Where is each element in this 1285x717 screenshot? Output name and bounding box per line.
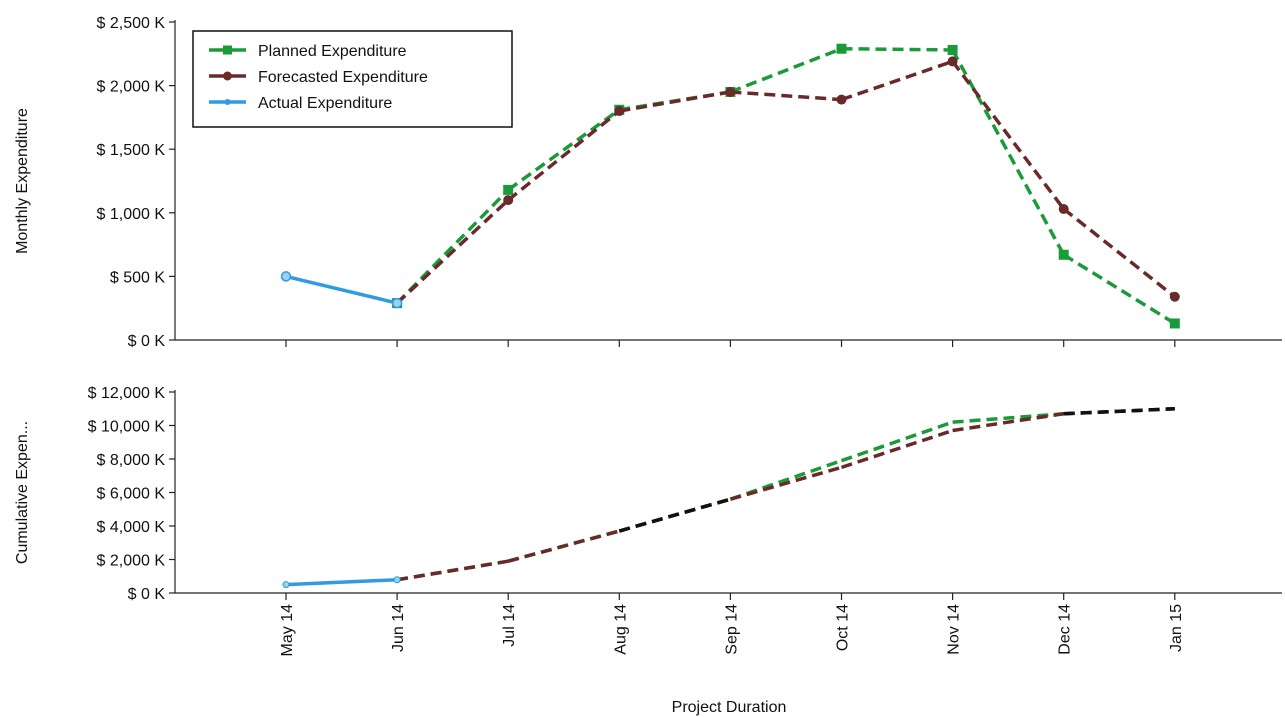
x-tick-label: Aug 14 <box>612 604 629 655</box>
y-tick-label: $ 0 K <box>128 586 166 603</box>
y-axis-title: Cumulative Expen... <box>14 421 31 564</box>
x-tick-label: Jun 14 <box>390 604 407 652</box>
series-segment <box>729 465 842 501</box>
x-tick-label: May 14 <box>279 604 296 657</box>
series-segment <box>729 47 843 94</box>
x-tick-label: Sep 14 <box>723 604 740 655</box>
series-segment <box>1062 207 1176 299</box>
legend-item: Actual Expenditure <box>209 95 392 112</box>
x-tick-label: Jul 14 <box>501 604 518 647</box>
y-tick-label: $ 8,000 K <box>97 452 166 469</box>
legend-label: Planned Expenditure <box>258 43 407 60</box>
y-tick-label: $ 500 K <box>110 269 165 286</box>
series-segment <box>840 59 954 102</box>
series-segment <box>507 529 620 563</box>
x-tick-label: Nov 14 <box>946 604 963 655</box>
series-segment <box>619 90 731 113</box>
monthly-expenditure-panel: $ 0 K $ 500 K $ 1,000 K $ 1,500 K $ 2,000 K $… <box>14 15 1282 350</box>
series-segment <box>1062 253 1176 325</box>
legend-item: Planned Expenditure <box>209 43 407 60</box>
series-segment <box>952 412 1064 433</box>
data-point <box>503 195 514 206</box>
legend-marker <box>224 99 231 105</box>
series-segment <box>396 559 509 582</box>
x-tick-label: Dec 14 <box>1057 604 1074 655</box>
y-tick-label: $ 2,500 K <box>97 15 166 32</box>
data-point <box>725 86 736 97</box>
data-point <box>393 576 401 584</box>
series-segment <box>951 49 1066 256</box>
series-segment <box>1063 407 1175 416</box>
series-segment <box>840 420 954 463</box>
y-tick-label: $ 2,000 K <box>97 553 166 570</box>
data-point <box>1169 318 1180 329</box>
x-axis-title: Project Duration <box>672 699 787 716</box>
y-tick-label: $ 1,000 K <box>97 206 166 223</box>
series-actual-expenditure <box>280 271 403 309</box>
legend-marker <box>223 45 232 55</box>
data-point <box>1169 291 1180 302</box>
y-tick-label: $ 12,000 K <box>88 385 166 402</box>
y-tick-label: $ 6,000 K <box>97 486 166 503</box>
data-point <box>503 184 514 195</box>
legend-item: Forecasted Expenditure <box>209 69 428 86</box>
shared-x-axis: May 14 Jun 14 Jul 14 Aug 14 Sep 14 Oct 14 Nov … <box>279 604 1185 657</box>
series-segment <box>395 198 510 305</box>
series-planned-expenditure <box>396 407 1175 582</box>
y-tick-label: $ 0 K <box>128 333 166 350</box>
x-tick-label: Jan 15 <box>1168 604 1185 652</box>
data-point <box>947 56 958 67</box>
series-segment <box>285 274 398 305</box>
legend-label: Actual Expenditure <box>258 95 392 112</box>
y-tick-label: $ 4,000 K <box>97 519 166 536</box>
series-actual-expenditure <box>282 576 401 589</box>
series-segment <box>285 578 398 587</box>
legend-box <box>192 30 513 128</box>
series-segment <box>507 108 621 192</box>
legend-marker <box>223 71 232 81</box>
data-point <box>836 94 847 105</box>
data-point <box>1058 249 1069 260</box>
data-point <box>391 297 403 309</box>
data-point <box>614 106 625 117</box>
y-axis-title: Monthly Expenditure <box>14 108 31 254</box>
series-segment <box>730 90 842 102</box>
series-forecasted-expenditure <box>396 407 1175 582</box>
legend: Planned Expenditure Forecasted Expenditur… <box>192 30 513 128</box>
data-point <box>280 271 292 282</box>
legend-label: Forecasted Expenditure <box>258 69 428 86</box>
series-forecasted-expenditure <box>392 56 1180 309</box>
series-segment <box>840 428 954 470</box>
y-tick-label: $ 1,500 K <box>97 142 166 159</box>
data-point <box>1058 203 1069 214</box>
series-segment <box>507 109 621 202</box>
data-point <box>836 43 847 54</box>
series-segment <box>618 497 731 533</box>
data-point <box>282 581 290 589</box>
x-tick-label: Oct 14 <box>835 604 852 651</box>
series-segment <box>841 46 953 52</box>
y-tick-label: $ 10,000 K <box>88 419 166 436</box>
cumulative-expenditure-panel: $ 0 K $ 2,000 K $ 4,000 K $ 6,000 K $ 8,000 … <box>14 385 1282 603</box>
series-segment <box>951 60 1066 211</box>
data-point <box>947 44 958 55</box>
y-tick-label: $ 2,000 K <box>97 79 166 96</box>
